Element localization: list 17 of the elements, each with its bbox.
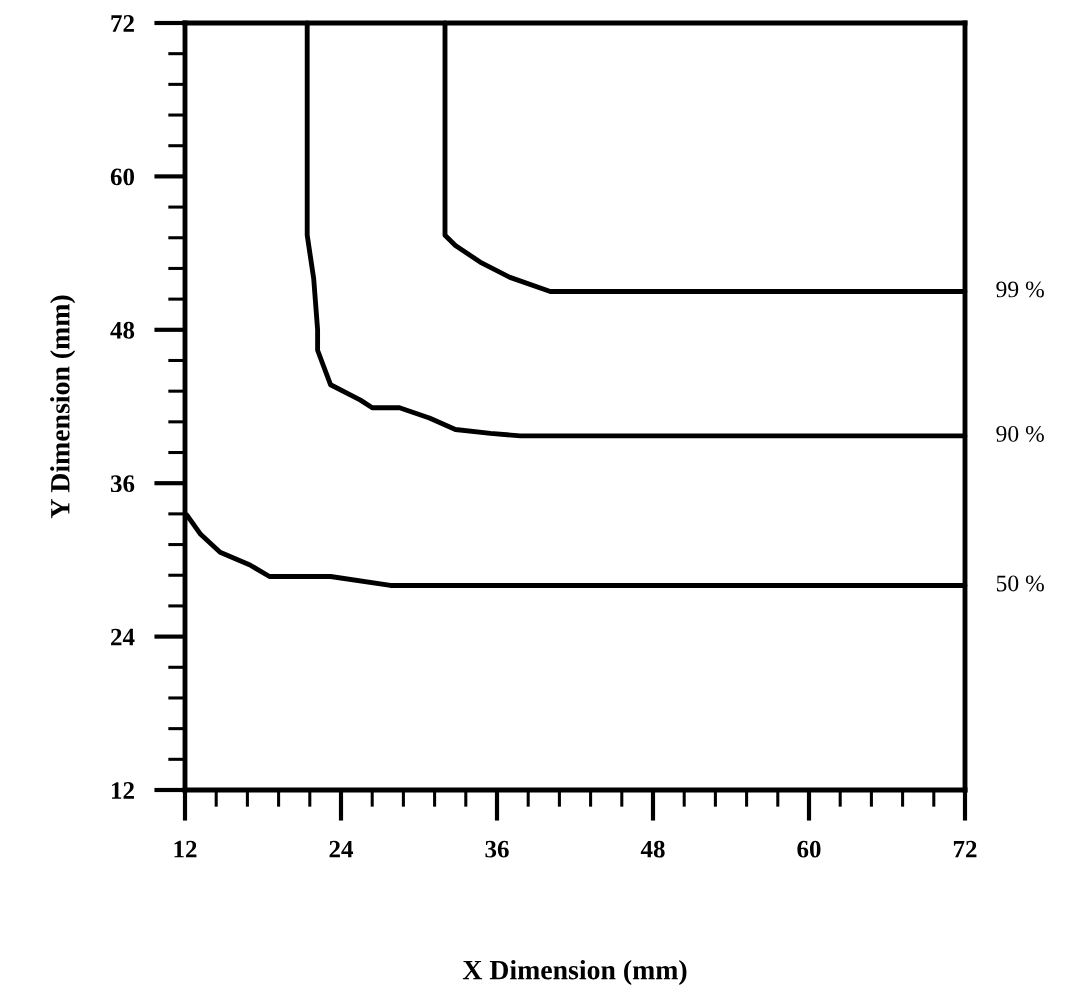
series-label: 50 % bbox=[996, 575, 1044, 592]
x-tick-label: 60 bbox=[797, 840, 821, 858]
y-tick-label: 24 bbox=[111, 628, 135, 646]
y-tick-label: 72 bbox=[111, 15, 134, 32]
x-tick-label: 36 bbox=[485, 840, 509, 858]
series-label: 90 % bbox=[996, 425, 1044, 442]
y-tick-label: 48 bbox=[110, 321, 135, 339]
y-tick-label: 36 bbox=[110, 475, 135, 493]
x-tick-label: 24 bbox=[329, 840, 354, 858]
x-axis-title: X Dimension (mm) bbox=[462, 959, 687, 986]
x-tick-label: 48 bbox=[640, 840, 665, 858]
series-label: 99 % bbox=[996, 281, 1044, 298]
x-tick-label: 12 bbox=[174, 840, 197, 858]
y-tick-label: 60 bbox=[110, 168, 135, 186]
y-axis-title: Y Dimension (mm) bbox=[50, 295, 76, 519]
x-tick-label: 72 bbox=[953, 840, 977, 858]
y-tick-label: 12 bbox=[112, 782, 134, 799]
